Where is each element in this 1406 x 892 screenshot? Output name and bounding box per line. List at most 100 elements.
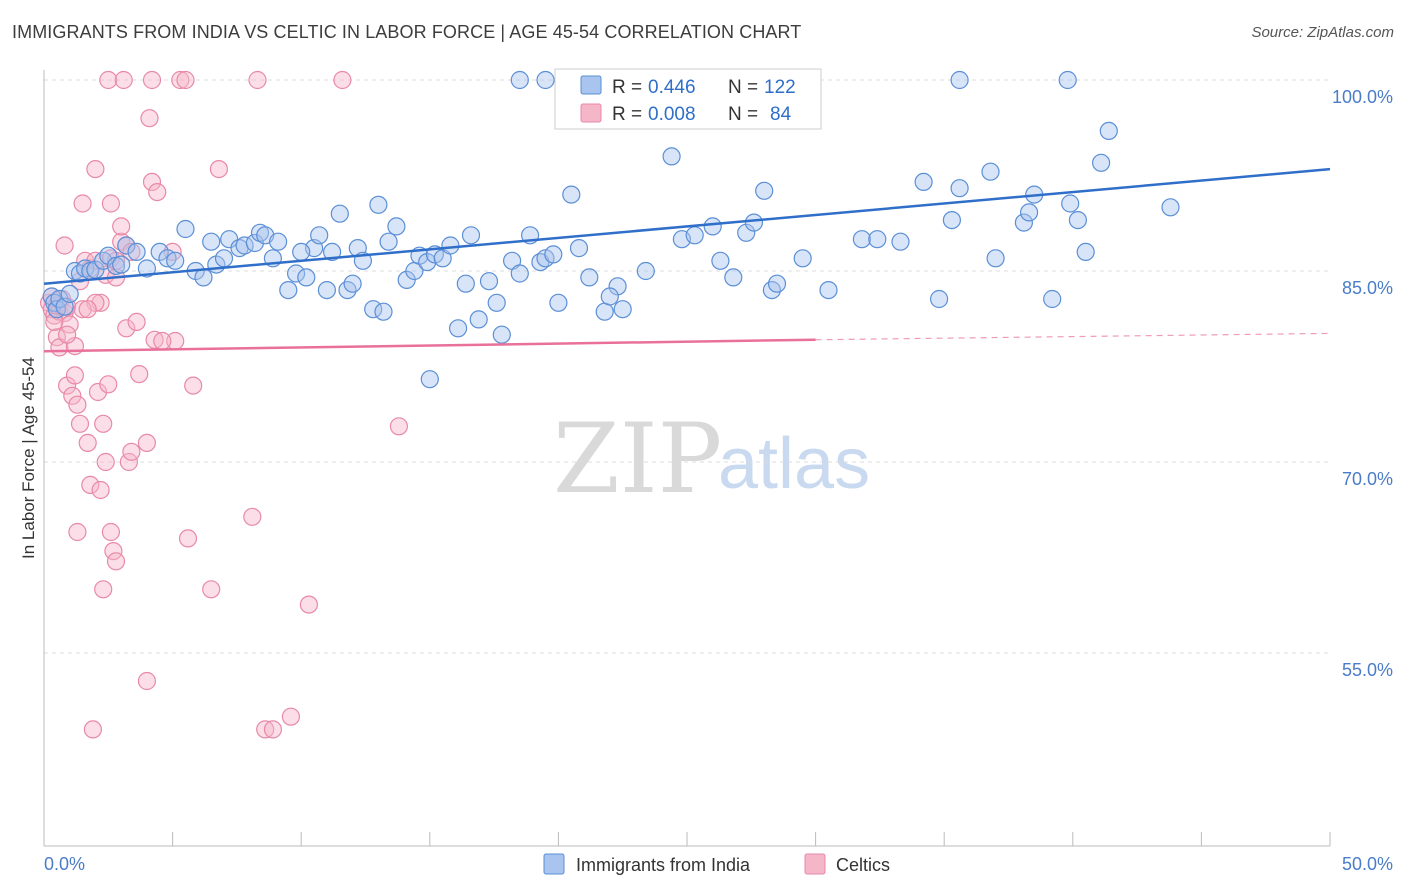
india-point: [269, 232, 288, 251]
y-tick-labels: 100.0% 85.0% 70.0% 55.0%: [1332, 87, 1393, 680]
celtic-point: [137, 433, 156, 452]
india-point: [613, 300, 632, 319]
india-point: [744, 213, 764, 232]
celtic-point: [209, 160, 228, 179]
celtic-point: [122, 442, 141, 461]
india-point: [685, 226, 704, 245]
india-point: [202, 232, 221, 251]
india-point: [755, 181, 774, 200]
celtic-point: [248, 70, 267, 90]
india-point: [1161, 198, 1180, 217]
celtic-point: [112, 217, 131, 236]
india-point: [374, 302, 393, 321]
celtic-r-value: 0.008: [648, 104, 696, 125]
celtic-point: [333, 70, 352, 90]
india-point: [986, 249, 1005, 268]
celtic-point: [142, 172, 162, 191]
india-point: [279, 281, 298, 300]
celtic-trend-extension: [815, 332, 1331, 341]
celtic-point: [299, 595, 318, 614]
india-point: [981, 162, 1000, 181]
celtic-point: [130, 365, 149, 384]
india-point: [1061, 194, 1080, 213]
celtic-point: [78, 300, 97, 319]
celtic-point: [148, 183, 167, 202]
india-point: [1058, 70, 1077, 90]
celtic-point: [57, 325, 77, 344]
celtic-point: [70, 414, 90, 433]
y-tick-label: 70.0%: [1342, 469, 1393, 489]
celtic-point: [176, 70, 195, 90]
celtic-point: [389, 417, 408, 436]
celtic-point: [101, 522, 121, 542]
india-point: [891, 232, 910, 251]
india-point: [166, 251, 185, 270]
india-point: [580, 268, 599, 287]
celtic-n-label: N =: [728, 104, 758, 125]
celtic-point: [145, 330, 164, 349]
india-point: [330, 204, 349, 223]
celtic-point: [83, 720, 103, 739]
celtic-point: [91, 480, 110, 500]
celtic-point: [94, 580, 113, 599]
india-point: [292, 242, 311, 261]
x-ticks: [43, 832, 1331, 846]
celtic-point: [73, 194, 92, 213]
celtic-point: [63, 386, 82, 405]
x-tick-label-min: 0.0%: [44, 854, 85, 874]
watermark-atlas: atlas: [718, 424, 870, 504]
india-point: [562, 185, 581, 204]
india-point: [469, 310, 488, 329]
india-r-value: 0.446: [648, 77, 696, 98]
india-point: [387, 217, 406, 236]
celtics-points: [39, 70, 408, 739]
celtic-point: [101, 194, 121, 213]
india-point: [767, 274, 787, 293]
india-point: [914, 172, 933, 191]
bottom-legend-india-swatch: [543, 853, 565, 875]
y-tick-label: 55.0%: [1342, 660, 1393, 680]
india-legend-swatch: [580, 75, 602, 95]
celtic-point: [117, 319, 136, 338]
bottom-legend-celtic-swatch: [804, 853, 826, 875]
celtic-n-value: 84: [770, 104, 792, 125]
chart-source: Source: ZipAtlas.com: [1251, 24, 1394, 41]
x-tick-label-max: 50.0%: [1342, 854, 1393, 874]
celtic-legend-swatch: [580, 103, 602, 123]
india-point: [1068, 211, 1088, 230]
india-point: [852, 230, 872, 249]
india-point: [323, 242, 342, 261]
india-point: [868, 230, 887, 249]
y-tick-label: 85.0%: [1342, 278, 1393, 298]
celtic-point: [68, 522, 87, 542]
india-point: [600, 287, 619, 306]
celtic-point: [256, 720, 275, 739]
celtic-point: [94, 414, 113, 433]
india-point: [245, 233, 264, 253]
india-point: [703, 217, 722, 236]
india-point: [194, 268, 213, 287]
india-point: [510, 70, 529, 90]
celtic-point: [73, 300, 92, 319]
india-point: [379, 232, 398, 251]
india-point: [942, 211, 962, 230]
india-point: [549, 293, 568, 312]
india-point: [662, 147, 681, 166]
celtic-trend-line: [43, 338, 816, 353]
india-point: [117, 236, 136, 255]
india-point: [711, 251, 730, 270]
celtic-point: [114, 70, 133, 90]
india-point: [441, 236, 460, 255]
india-trend-line: [43, 167, 1331, 285]
celtic-point: [78, 433, 97, 452]
india-point: [369, 195, 388, 214]
india-point: [737, 223, 756, 242]
celtic-point: [68, 395, 87, 414]
bottom-legend-india-label: Immigrants from India: [576, 855, 751, 875]
india-point: [929, 289, 949, 309]
celtic-point: [171, 70, 190, 90]
celtic-point: [99, 70, 118, 90]
india-point: [287, 264, 306, 283]
celtic-point: [55, 236, 74, 255]
